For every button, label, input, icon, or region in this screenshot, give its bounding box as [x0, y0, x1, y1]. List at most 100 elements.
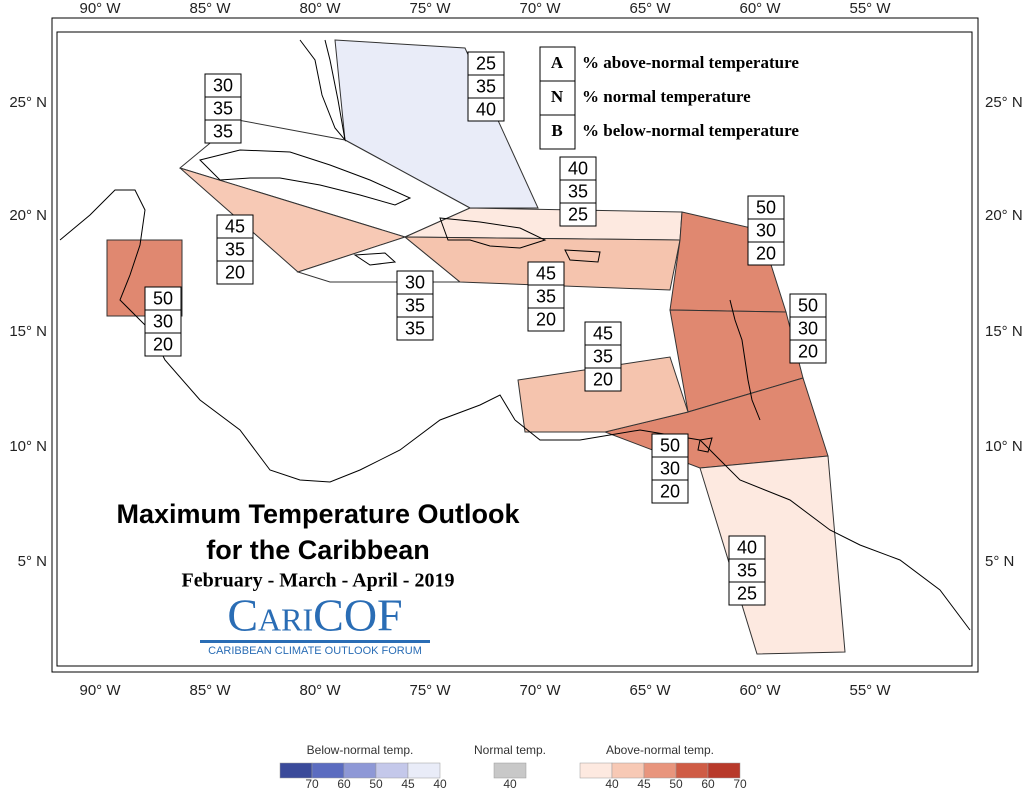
legend-title: Below-normal temp.: [307, 743, 414, 757]
legend-tick: 50: [369, 777, 383, 791]
legend-tick: 45: [637, 777, 651, 791]
probability-value: 35: [568, 181, 588, 201]
subtitle: February - March - April - 2019: [182, 570, 455, 592]
title: for the Caribbean: [206, 535, 430, 565]
probability-value: 35: [405, 318, 425, 338]
legend-swatch: [279, 762, 313, 779]
lon-label: 80° W: [299, 682, 341, 699]
legend-swatch: [611, 762, 645, 779]
key-label: % below-normal temperature: [582, 121, 799, 140]
probability-cell: [144, 332, 182, 357]
lon-label: 85° W: [189, 682, 231, 699]
key: [539, 46, 576, 150]
legend-swatch: [407, 762, 441, 779]
probability-value: 25: [568, 204, 588, 224]
probability-cell: [467, 97, 505, 122]
probability-value: 45: [225, 216, 245, 236]
key-letter: N: [551, 87, 564, 106]
probability-value: 35: [225, 239, 245, 259]
logo: CariCOF: [227, 590, 402, 641]
lat-label: 10° N: [985, 438, 1023, 455]
lon-label: 60° W: [739, 0, 781, 17]
probability-value: 20: [225, 262, 245, 282]
probability-value: 20: [153, 334, 173, 354]
key-letter: B: [551, 121, 562, 140]
lon-label: 75° W: [409, 0, 451, 17]
probability-cell: [584, 367, 622, 392]
lon-label: 85° W: [189, 0, 231, 17]
key-letter: A: [551, 53, 564, 72]
coastlines: [59, 39, 971, 631]
legend-tick: 70: [305, 777, 319, 791]
probability-value: 20: [593, 369, 613, 389]
probability-value: 35: [405, 295, 425, 315]
legend-tick: 60: [701, 777, 715, 791]
probability-cell: [216, 260, 254, 285]
probability-value: 20: [660, 481, 680, 501]
logo-rule: [200, 640, 430, 643]
lat-label: 15° N: [985, 323, 1023, 340]
probability-cell: [747, 241, 785, 266]
key-text: A % above-normal temperature N % normal tem…: [551, 53, 799, 140]
outlook-region: [517, 356, 689, 433]
probability-value: 35: [213, 98, 233, 118]
lon-label: 55° W: [849, 0, 891, 17]
probability-cell: [559, 202, 597, 227]
map-frame: [51, 17, 979, 673]
lon-label: 90° W: [79, 682, 121, 699]
legend-tick: 50: [669, 777, 683, 791]
probability-value: 40: [737, 537, 757, 557]
lon-label: 70° W: [519, 682, 561, 699]
probability-value: 30: [660, 458, 680, 478]
legend-swatch: [343, 762, 377, 779]
outlook-region: [334, 39, 539, 209]
probability-value: 20: [798, 341, 818, 361]
probability-value: 35: [593, 346, 613, 366]
probability-cell: [204, 119, 242, 144]
probability-value: 35: [476, 76, 496, 96]
probability-value: 20: [756, 243, 776, 263]
probability-value: 30: [405, 272, 425, 292]
lat-label: 20° N: [9, 207, 47, 224]
probability-value: 25: [737, 583, 757, 603]
probability-value: 50: [756, 197, 776, 217]
legend-tick: 40: [605, 777, 619, 791]
lat-label: 5° N: [985, 553, 1014, 570]
legend-tick: 45: [401, 777, 415, 791]
probability-value: 50: [153, 288, 173, 308]
probability-value: 40: [568, 158, 588, 178]
title-panel: [85, 492, 555, 662]
probability-value: 45: [536, 263, 556, 283]
key-label: % normal temperature: [582, 87, 751, 106]
legend-tick: 40: [433, 777, 447, 791]
lon-label: 70° W: [519, 0, 561, 17]
axis-labels: 90° W 90° W 85° W 85° W 80° W 80° W 75° W 75° W…: [9, 0, 1022, 699]
title: Maximum Temperature Outlook: [116, 499, 520, 529]
lon-label: 80° W: [299, 0, 341, 17]
probability-value: 40: [476, 99, 496, 119]
regions: [106, 39, 846, 655]
lon-label: 65° W: [629, 0, 671, 17]
legend-swatch: [375, 762, 409, 779]
probability-cell: [789, 339, 827, 364]
lat-label: 5° N: [18, 553, 47, 570]
logo-caption: CARIBBEAN CLIMATE OUTLOOK FORUM: [208, 645, 422, 657]
lon-label: 60° W: [739, 682, 781, 699]
probability-value: 35: [213, 121, 233, 141]
probability-value: 30: [798, 318, 818, 338]
legend-swatch: [493, 762, 527, 779]
legend-title: Above-normal temp.: [606, 743, 714, 757]
lon-label: 90° W: [79, 0, 121, 17]
probability-value: 50: [798, 295, 818, 315]
probability-value: 35: [737, 560, 757, 580]
probability-value: 20: [536, 309, 556, 329]
lon-label: 65° W: [629, 682, 671, 699]
lat-label: 25° N: [9, 94, 47, 111]
probability-value: 50: [660, 435, 680, 455]
legend: Below-normal temp. 70 60 50 45 40 Normal temp.…: [279, 743, 747, 791]
lat-label: 20° N: [985, 207, 1023, 224]
lon-label: 55° W: [849, 682, 891, 699]
probability-value: 30: [213, 75, 233, 95]
probability-value: 30: [153, 311, 173, 331]
